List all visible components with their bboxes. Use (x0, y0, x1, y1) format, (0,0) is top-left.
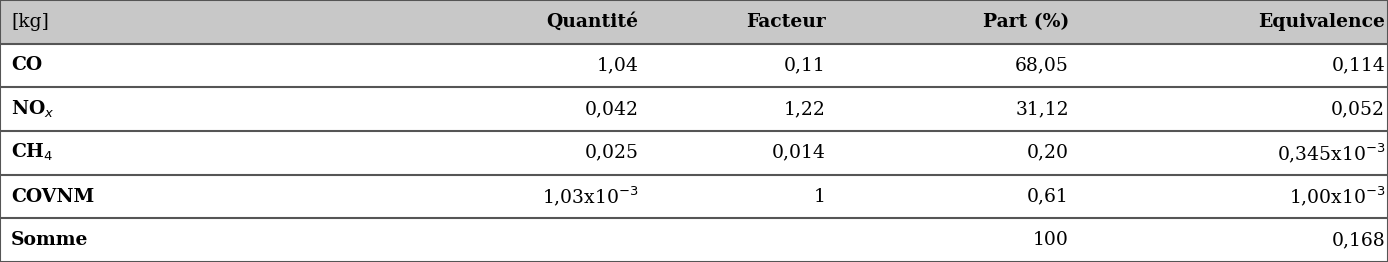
Text: 1,22: 1,22 (784, 100, 826, 118)
Text: 100: 100 (1033, 231, 1069, 249)
Bar (0, 131, 1388, 175)
Text: Equivalence: Equivalence (1259, 13, 1385, 31)
Bar (0, 87, 1388, 131)
Text: CH$_4$: CH$_4$ (11, 142, 54, 163)
Text: Facteur: Facteur (747, 13, 826, 31)
Text: CO: CO (11, 57, 42, 74)
Text: Somme: Somme (11, 231, 89, 249)
Text: 0,11: 0,11 (784, 57, 826, 74)
Text: 1: 1 (813, 188, 826, 205)
Text: 0,042: 0,042 (584, 100, 638, 118)
Bar (0, 218, 1388, 262)
Bar (0, 175, 1388, 218)
Text: 0,168: 0,168 (1331, 231, 1385, 249)
Text: 1,04: 1,04 (597, 57, 638, 74)
Bar (0, 44, 1388, 87)
Text: Part (%): Part (%) (983, 13, 1069, 31)
Text: NO$_x$: NO$_x$ (11, 99, 54, 120)
Text: 0,61: 0,61 (1027, 188, 1069, 205)
Text: 0,014: 0,014 (772, 144, 826, 162)
Text: 68,05: 68,05 (1015, 57, 1069, 74)
Text: 1,03x10$^{-3}$: 1,03x10$^{-3}$ (541, 185, 638, 208)
Text: 0,345x10$^{-3}$: 0,345x10$^{-3}$ (1277, 141, 1385, 165)
Text: COVNM: COVNM (11, 188, 94, 205)
Text: 0,025: 0,025 (584, 144, 638, 162)
Text: Quantité: Quantité (547, 13, 638, 31)
Text: 0,20: 0,20 (1027, 144, 1069, 162)
Bar (0, 0, 1388, 44)
Text: [kg]: [kg] (11, 13, 49, 31)
Text: 1,00x10$^{-3}$: 1,00x10$^{-3}$ (1288, 185, 1385, 208)
Text: 31,12: 31,12 (1015, 100, 1069, 118)
Text: 0,052: 0,052 (1331, 100, 1385, 118)
Text: 0,114: 0,114 (1331, 57, 1385, 74)
